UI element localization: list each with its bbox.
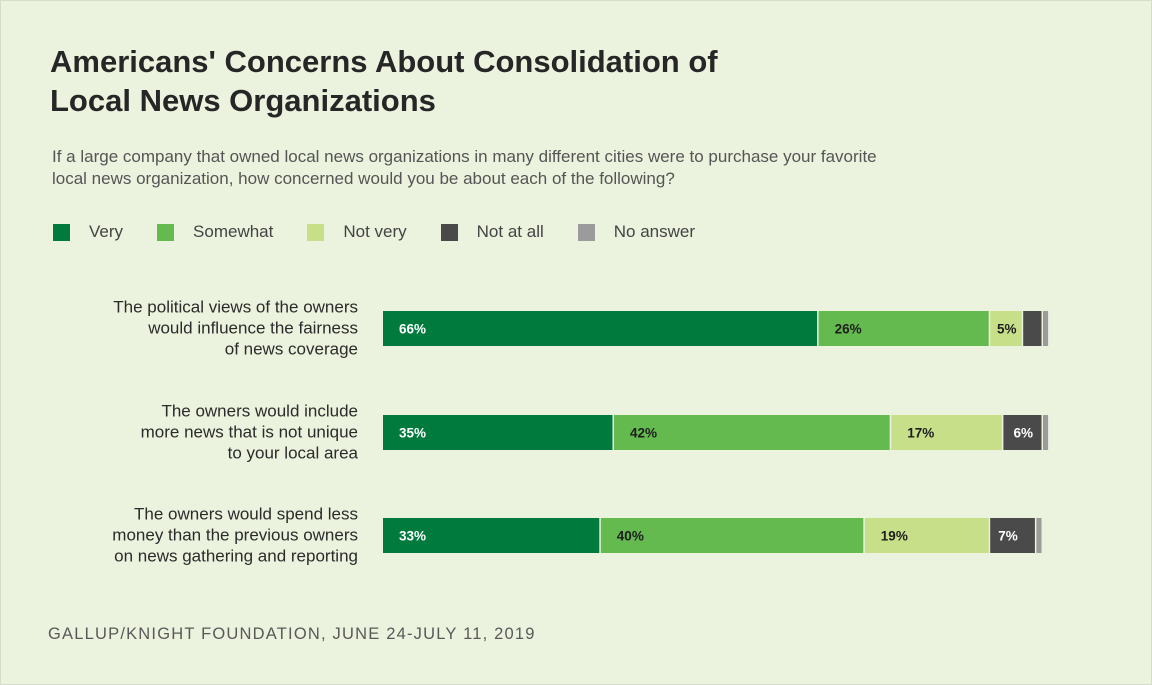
- bar-segment: [1023, 311, 1042, 346]
- legend-swatch: [440, 223, 458, 241]
- legend-label: No answer: [613, 222, 696, 241]
- bar-segment: [1003, 415, 1042, 450]
- legend-item: Very: [53, 222, 123, 242]
- legend-label: Very: [89, 222, 124, 241]
- category-label: The political views of the owners would i…: [113, 298, 358, 359]
- bar-segment: [990, 311, 1022, 346]
- bar-segment: [383, 311, 818, 346]
- legend-label: Not very: [343, 222, 407, 241]
- bar-segment: [383, 518, 600, 553]
- data-label: 42%: [630, 426, 657, 441]
- data-label: 7%: [998, 529, 1018, 544]
- legend-swatch: [307, 223, 325, 241]
- legend-label: Not at all: [476, 222, 544, 241]
- bar-segment: [600, 518, 864, 553]
- data-label: 40%: [617, 529, 644, 544]
- data-label: 19%: [881, 529, 908, 544]
- legend-label: Somewhat: [193, 222, 274, 241]
- bar-segment: [864, 518, 989, 553]
- data-label: 26%: [835, 322, 862, 337]
- legend-swatch: [577, 223, 595, 241]
- legend-swatch: [53, 223, 70, 241]
- bar-segment: [1036, 518, 1042, 553]
- bar-segment: [1043, 311, 1049, 346]
- legend-swatch: [157, 223, 175, 241]
- chart-subtitle: If a large company that owned local news…: [52, 147, 877, 188]
- data-label: 66%: [399, 322, 426, 337]
- data-label: 33%: [399, 529, 426, 544]
- data-label: 5%: [997, 322, 1017, 337]
- bar-segment: [990, 518, 1035, 553]
- legend-item: No answer: [577, 222, 696, 242]
- data-label: 17%: [907, 426, 934, 441]
- legend-item: Not at all: [440, 222, 544, 242]
- data-label: 6%: [1013, 426, 1033, 441]
- bar-segment: [614, 415, 890, 450]
- legend-item: Somewhat: [157, 222, 273, 242]
- category-label: The owners would spend less money than th…: [112, 505, 358, 566]
- bar-segment: [1043, 415, 1049, 450]
- source-note: GALLUP/KNIGHT FOUNDATION, JUNE 24-JULY 1…: [48, 625, 536, 643]
- bar-segment: [818, 311, 989, 346]
- chart-title: Americans' Concerns About Consolidation …: [50, 44, 718, 118]
- legend-item: Not very: [307, 222, 407, 242]
- data-label: 35%: [399, 426, 426, 441]
- bar-segment: [383, 415, 613, 450]
- bar-segment: [891, 415, 1002, 450]
- legend: Very Somewhat Not very Not at all No answer: [53, 222, 729, 242]
- category-label: The owners would include more news that i…: [141, 402, 359, 463]
